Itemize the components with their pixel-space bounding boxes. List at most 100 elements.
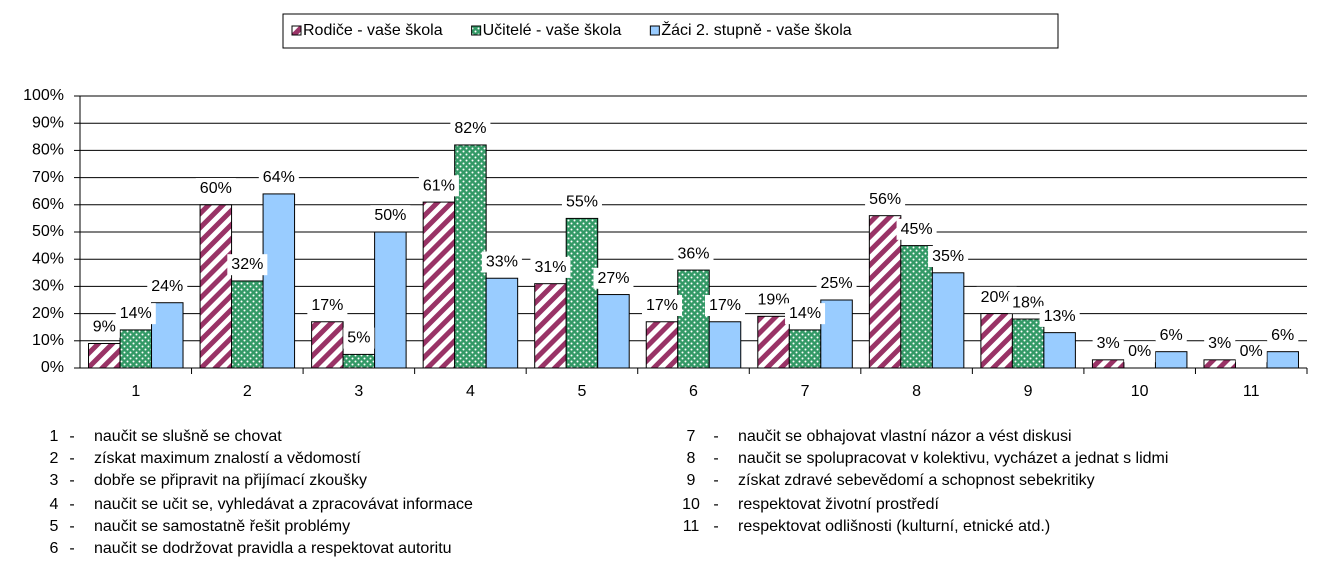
legend-label: Žáci 2. stupně - vaše škola <box>661 20 851 39</box>
note-dash: - <box>713 472 718 489</box>
legend-swatch <box>649 25 660 36</box>
y-tick-label: 0% <box>41 359 64 376</box>
bar <box>1011 318 1045 369</box>
legend-swatch <box>471 25 482 36</box>
note-number: 7 <box>687 428 696 445</box>
bar <box>900 245 933 369</box>
data-label-bg <box>561 191 602 213</box>
x-tick-label: 4 <box>466 383 475 400</box>
data-label: 27% <box>597 270 629 287</box>
bar <box>151 302 184 369</box>
y-tick-label: 50% <box>32 223 64 240</box>
note-number: 1 <box>50 428 59 445</box>
data-label: 36% <box>677 245 709 262</box>
data-label: 19% <box>758 292 790 309</box>
data-label: 17% <box>311 297 343 314</box>
data-label: 24% <box>151 278 183 295</box>
data-label: 5% <box>347 330 370 347</box>
x-tick-label: 10 <box>1131 383 1149 400</box>
bar <box>485 277 519 369</box>
y-tick-label: 70% <box>32 169 64 186</box>
y-tick-label: 10% <box>32 332 64 349</box>
bar <box>1043 332 1076 369</box>
y-tick-label: 40% <box>32 250 64 267</box>
data-label: 14% <box>120 305 152 322</box>
note-text: naučit se učit se, vyhledávat a zpracová… <box>94 496 473 513</box>
note-text: naučit se slušně se chovat <box>94 428 282 445</box>
note-number: 4 <box>50 496 59 513</box>
data-label: 55% <box>566 194 598 211</box>
data-label: 31% <box>534 259 566 276</box>
data-label: 56% <box>869 191 901 208</box>
note-text: získat maximum znalostí a vědomostí <box>94 450 361 467</box>
x-tick-label: 3 <box>354 383 363 400</box>
legend-box <box>282 13 1059 49</box>
data-label-bg <box>641 294 683 316</box>
bar <box>1091 359 1125 369</box>
bar <box>677 269 710 369</box>
note-number: 5 <box>50 518 59 535</box>
data-label: 45% <box>901 221 933 238</box>
note-dash: - <box>69 540 74 557</box>
data-label: 6% <box>1160 327 1183 344</box>
note-dash: - <box>69 518 74 535</box>
data-label: 32% <box>231 256 263 273</box>
data-label: 61% <box>423 177 455 194</box>
bar <box>119 329 153 369</box>
bar <box>342 353 376 369</box>
data-label-bg <box>481 251 522 273</box>
bar <box>262 193 296 369</box>
bar <box>374 231 407 369</box>
data-label-bg <box>1092 333 1124 355</box>
bar <box>565 217 599 369</box>
bar <box>422 201 456 369</box>
data-label: 6% <box>1271 327 1294 344</box>
legend-label: Rodiče - vaše škola <box>303 22 443 39</box>
legend-swatch <box>291 25 302 36</box>
note-number: 8 <box>687 450 696 467</box>
bar <box>231 280 264 369</box>
bar <box>820 299 853 369</box>
note-number: 11 <box>683 518 700 535</box>
data-label: 50% <box>374 207 406 224</box>
data-label: 0% <box>1128 343 1151 360</box>
data-label: 9% <box>93 319 116 336</box>
bar <box>1154 351 1188 369</box>
x-tick-label: 1 <box>131 383 140 400</box>
bar <box>1266 351 1299 369</box>
data-label: 64% <box>263 169 295 186</box>
data-label: 60% <box>200 180 232 197</box>
y-tick-label: 60% <box>32 196 64 213</box>
bar <box>534 283 567 369</box>
note-dash: - <box>713 518 718 535</box>
note-dash: - <box>713 428 718 445</box>
note-text: naučit se samostatně řešit problémy <box>94 518 350 535</box>
data-label: 13% <box>1044 308 1076 325</box>
bar <box>931 272 965 369</box>
data-label-bg <box>195 178 236 200</box>
x-tick-label: 7 <box>801 383 810 400</box>
x-tick-label: 6 <box>689 383 698 400</box>
note-text: dobře se připravit na přijímací zkoušky <box>94 472 367 489</box>
x-tick-label: 2 <box>243 383 252 400</box>
bar <box>1203 359 1236 369</box>
data-label-bg <box>227 254 268 276</box>
data-label: 18% <box>1012 294 1044 311</box>
data-label-bg <box>1235 341 1267 363</box>
note-text: získat zdravé sebevědomí a schopnost seb… <box>738 472 1095 489</box>
bar <box>708 321 742 369</box>
data-label: 17% <box>709 297 741 314</box>
data-label-bg <box>258 167 299 189</box>
data-label: 25% <box>821 275 853 292</box>
note-dash: - <box>69 450 74 467</box>
bar <box>645 321 679 369</box>
note-dash: - <box>713 496 718 513</box>
data-label-bg <box>370 205 411 227</box>
data-label: 3% <box>1208 335 1231 352</box>
note-number: 2 <box>50 450 59 467</box>
bar <box>88 343 121 369</box>
data-label: 20% <box>981 289 1013 306</box>
data-label-bg <box>450 118 491 140</box>
y-tick-label: 90% <box>32 114 64 131</box>
data-label-bg <box>976 286 1017 308</box>
